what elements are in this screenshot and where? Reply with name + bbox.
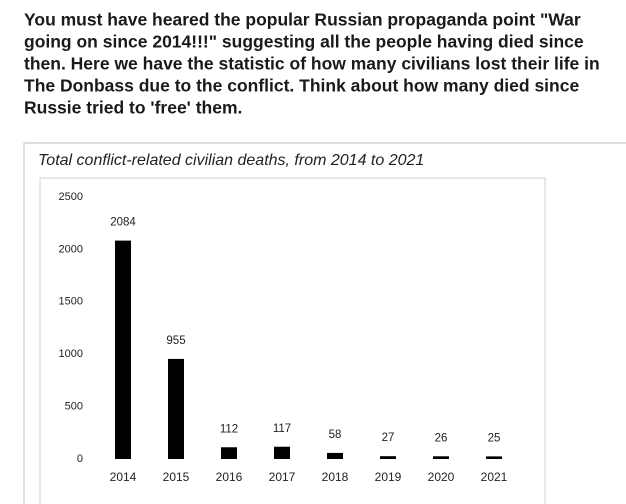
value-label: 27: [382, 432, 395, 444]
post-text-line: going on since 2014!!!" suggesting all t…: [24, 32, 584, 52]
value-label: 26: [435, 432, 448, 444]
x-tick-label: 2014: [110, 470, 137, 484]
chart-title: Total conflict-related civilian deaths, …: [38, 152, 424, 169]
bar: [433, 456, 449, 459]
value-label: 112: [220, 423, 238, 435]
post-text-line: Russie tried to 'free' them.: [24, 98, 242, 118]
value-label: 955: [166, 335, 185, 347]
bar: [115, 240, 131, 459]
y-tick-label: 1500: [59, 296, 83, 308]
post-text-line: then. Here we have the statistic of how …: [24, 54, 600, 74]
value-label: 2084: [110, 217, 136, 229]
y-tick-label: 1000: [59, 348, 83, 360]
y-tick-label: 2000: [59, 243, 83, 255]
value-label: 58: [329, 429, 342, 441]
x-tick-label: 2019: [375, 470, 402, 484]
bar: [327, 452, 343, 459]
bar: [168, 358, 184, 459]
x-tick-label: 2016: [216, 470, 243, 484]
y-tick-label: 0: [77, 453, 83, 465]
y-tick-label: 500: [65, 401, 83, 413]
bar: [380, 456, 396, 459]
bar: [274, 446, 290, 459]
bar: [486, 456, 502, 459]
x-tick-label: 2018: [322, 470, 349, 484]
bar: [221, 447, 237, 459]
y-tick-label: 2500: [59, 191, 83, 203]
x-tick-label: 2015: [163, 470, 190, 484]
x-tick-label: 2021: [481, 470, 508, 484]
x-tick-label: 2020: [428, 470, 455, 484]
value-label: 117: [273, 423, 291, 435]
value-label: 25: [488, 432, 501, 444]
post-text-line: You must have heared the popular Russian…: [24, 10, 581, 30]
post-text-line: The Donbass due to the conflict. Think a…: [24, 76, 579, 96]
x-tick-label: 2017: [269, 470, 296, 484]
